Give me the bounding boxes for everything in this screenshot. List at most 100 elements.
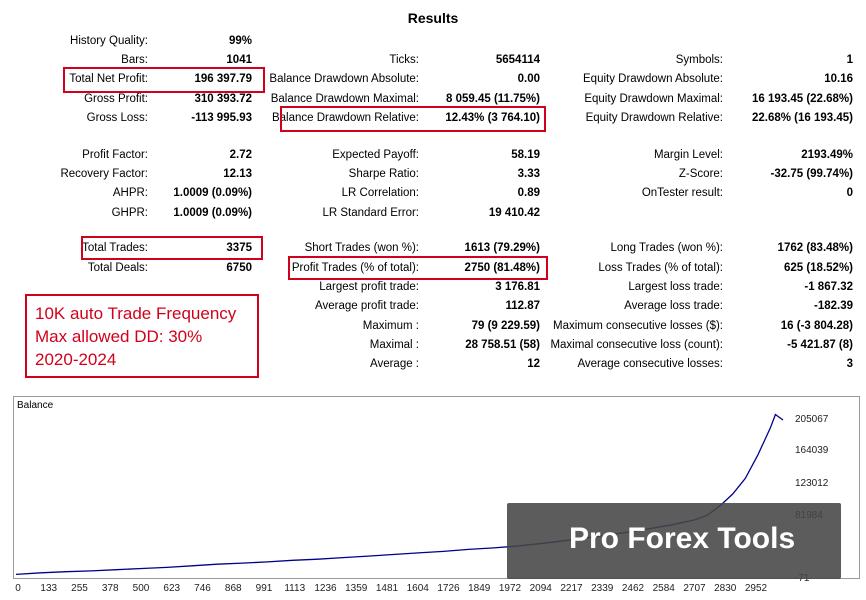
x-tick-label: 2094: [529, 583, 552, 594]
sharpe-ratio-label: Sharpe Ratio:: [348, 168, 419, 180]
note-line-3: 2020-2024: [35, 350, 117, 369]
history-quality-label: History Quality:: [70, 35, 148, 47]
x-tick-label: 2584: [652, 583, 675, 594]
average-profit-label: Average profit trade:: [315, 300, 419, 312]
expected-payoff-label: Expected Payoff:: [332, 149, 419, 161]
z-score-label: Z-Score:: [678, 168, 723, 180]
y-tick-label: 164039: [795, 445, 829, 456]
x-tick-label: 1481: [375, 583, 399, 594]
total-net-profit-label: Total Net Profit:: [69, 73, 148, 85]
x-tick-label: 0: [15, 583, 21, 594]
margin-level-label: Margin Level:: [653, 149, 723, 161]
symbols-value: 1: [846, 54, 853, 66]
long-trades-value: 1762 (83.48%): [777, 242, 853, 254]
expected-payoff-value: 58.19: [511, 149, 540, 161]
ticks-value: 5654114: [495, 54, 540, 66]
balance-dd-relative-highlight: [280, 106, 546, 132]
x-tick-label: 500: [132, 583, 150, 594]
ahpr-value: 1.0009 (0.09%): [173, 187, 252, 199]
average-loss-value: -182.39: [813, 300, 853, 312]
maximum-label: Maximum :: [362, 320, 419, 332]
maximal-label: Maximal :: [369, 339, 419, 351]
x-tick-label: 868: [224, 583, 242, 594]
recovery-factor-value: 12.13: [223, 168, 252, 180]
largest-loss-value: -1 867.32: [804, 281, 853, 293]
ghpr-value: 1.0009 (0.09%): [173, 207, 252, 219]
profit-trades-value: 2750 (81.48%): [464, 262, 540, 274]
equity-dd-rel-label: Equity Drawdown Relative:: [585, 112, 723, 124]
x-tick-label: 2952: [744, 583, 768, 594]
max-consec-losses-label: Maximum consecutive losses ($):: [553, 320, 723, 332]
maximal-consec-loss-value: -5 421.87 (8): [787, 339, 853, 351]
average-profit-value: 112.87: [505, 300, 540, 312]
x-tick-label: 133: [40, 583, 58, 594]
ghpr-label: GHPR:: [111, 207, 148, 219]
profit-factor-label: Profit Factor:: [82, 149, 148, 161]
total-trades-label: Total Trades:: [82, 242, 148, 254]
avg-consec-losses-value: 3: [846, 358, 853, 370]
x-tick-label: 2707: [683, 583, 706, 594]
profit-trades-highlight: [288, 256, 548, 280]
equity-dd-max-label: Equity Drawdown Maximal:: [584, 93, 723, 105]
x-tick-label: 1113: [284, 583, 306, 594]
symbols-label: Symbols:: [675, 54, 723, 66]
x-tick-label: 991: [255, 583, 273, 594]
short-trades-label: Short Trades (won %):: [304, 242, 419, 254]
x-tick-label: 1849: [468, 583, 491, 594]
note-line-2: Max allowed DD: 30%: [35, 327, 203, 346]
max-consec-losses-value: 16 (-3 804.28): [780, 320, 853, 332]
bars-label: Bars:: [121, 54, 148, 66]
largest-loss-label: Largest loss trade:: [628, 281, 723, 293]
x-tick-label: 1726: [437, 583, 460, 594]
x-tick-label: 378: [101, 583, 119, 594]
x-tick-label: 2217: [560, 583, 583, 594]
largest-profit-value: 3 176.81: [495, 281, 540, 293]
watermark-text: Pro Forex Tools: [569, 522, 796, 555]
long-trades-label: Long Trades (won %):: [610, 242, 723, 254]
maximal-consec-loss-label: Maximal consecutive loss (count):: [550, 339, 723, 351]
loss-trades-label: Loss Trades (% of total):: [598, 262, 723, 274]
total-trades-value: 3375: [226, 242, 252, 254]
short-trades-value: 1613 (79.29%): [464, 242, 540, 254]
z-score-value: -32.75 (99.74%): [770, 168, 853, 180]
average-loss-label: Average loss trade:: [624, 300, 723, 312]
equity-dd-abs-value: 10.16: [824, 73, 853, 85]
equity-dd-abs-label: Equity Drawdown Absolute:: [583, 73, 723, 85]
ticks-label: Ticks:: [389, 54, 419, 66]
lr-correlation-value: 0.89: [517, 187, 540, 199]
equity-dd-max-value: 16 193.45 (22.68%): [751, 93, 853, 105]
gross-profit-label: Gross Profit:: [84, 93, 148, 105]
y-tick-label: 123012: [795, 478, 829, 489]
note-line-1: 10K auto Trade Frequency: [35, 304, 237, 323]
sharpe-ratio-value: 3.33: [517, 168, 540, 180]
ontester-value: 0: [846, 187, 853, 199]
ahpr-label: AHPR:: [112, 187, 148, 199]
equity-dd-rel-value: 22.68% (16 193.45): [751, 112, 853, 124]
total-deals-value: 6750: [226, 262, 252, 274]
x-tick-label: 2339: [591, 583, 614, 594]
x-tick-label: 1359: [345, 583, 368, 594]
total-deals-label: Total Deals:: [87, 262, 148, 274]
chart-title: Balance: [17, 400, 54, 411]
x-tick-label: 2462: [621, 583, 645, 594]
balance-dd-max-label: Balance Drawdown Maximal:: [270, 93, 419, 105]
results-title: Results: [407, 10, 459, 26]
x-tick-label: 1604: [406, 583, 429, 594]
recovery-factor-label: Recovery Factor:: [60, 168, 148, 180]
margin-level-value: 2193.49%: [801, 149, 853, 161]
ontester-label: OnTester result:: [641, 187, 723, 199]
maximal-value: 28 758.51 (58): [465, 339, 540, 351]
balance-dd-abs-label: Balance Drawdown Absolute:: [269, 73, 419, 85]
gross-loss-label: Gross Loss:: [86, 112, 148, 124]
largest-profit-label: Largest profit trade:: [319, 281, 419, 293]
balance-dd-rel-value: 12.43% (3 764.10): [445, 112, 540, 124]
total-net-profit-value: 196 397.79: [194, 73, 252, 85]
balance-dd-max-value: 8 059.45 (11.75%): [446, 93, 540, 105]
bars-value: 1041: [226, 54, 252, 66]
average-value: 12: [527, 358, 540, 370]
x-tick-label: 255: [71, 583, 88, 594]
watermark-banner: Pro Forex Tools: [507, 503, 841, 579]
balance-dd-abs-value: 0.00: [517, 73, 540, 85]
lr-std-error-label: LR Standard Error:: [322, 207, 419, 219]
loss-trades-value: 625 (18.52%): [783, 262, 853, 274]
